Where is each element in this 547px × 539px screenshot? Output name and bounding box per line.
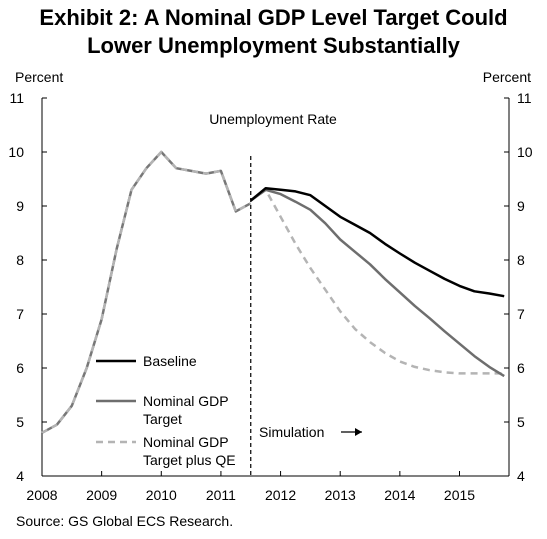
y-tick-label-left: 6 <box>16 360 24 376</box>
x-tick-label: 2008 <box>26 487 57 503</box>
x-tick-label: 2013 <box>325 487 356 503</box>
legend-label: Baseline <box>143 353 197 369</box>
y-tick-label-right: 4 <box>517 468 525 484</box>
x-tick-label: 2009 <box>86 487 117 503</box>
y-axis-label-right: Percent <box>483 69 531 85</box>
legend: Baseline Nominal GDP Target Nominal GDP Targ… <box>96 353 236 468</box>
axis-ticks <box>41 97 509 477</box>
source-note: Source: GS Global ECS Research. <box>16 513 234 529</box>
y-tick-label-right: 5 <box>517 414 525 430</box>
x-tick-label: 2014 <box>384 487 415 503</box>
y-tick-label-left: 5 <box>16 414 24 430</box>
y-tick-label-right: 6 <box>517 360 525 376</box>
y-axis-label-left: Percent <box>15 69 63 85</box>
y-tick-label-left: 10 <box>8 144 24 160</box>
exhibit-title-line1: Exhibit 2: A Nominal GDP Level Target Co… <box>39 5 508 30</box>
series-lines <box>41 150 505 434</box>
x-tick-label: 2012 <box>265 487 296 503</box>
ngdp-target-qe-line <box>249 188 505 375</box>
y-tick-label-left: 7 <box>16 306 24 322</box>
y-tick-label-left: 9 <box>16 198 24 214</box>
legend-label-line2: Target <box>143 411 182 427</box>
plot-frame <box>41 98 510 477</box>
exhibit-title-line2: Lower Unemployment Substantially <box>87 33 460 58</box>
ngdp-target-line <box>249 188 505 378</box>
x-tick-label: 2010 <box>146 487 177 503</box>
y-tick-label-left: 4 <box>16 468 24 484</box>
legend-label-line2: Target plus QE <box>143 452 236 468</box>
legend-label: Nominal GDP <box>143 393 229 409</box>
simulation-label: Simulation <box>259 424 324 440</box>
x-tick-label: 2011 <box>206 487 236 503</box>
y-tick-label-right: 10 <box>517 144 533 160</box>
axis-labels: 4 4 5 5 6 6 7 7 8 8 9 9 10 10 11 11 2008 2009 2010 2011 2012… <box>8 69 532 503</box>
y-tick-label-right: 9 <box>517 198 525 214</box>
y-tick-label-right: 11 <box>517 90 532 106</box>
legend-label: Nominal GDP <box>143 434 229 450</box>
y-tick-label-right: 8 <box>517 252 525 268</box>
y-tick-label-left: 11 <box>9 90 24 106</box>
y-tick-label-left: 8 <box>16 252 24 268</box>
simulation-arrow-head <box>355 428 362 436</box>
annotations: Simulation <box>250 156 362 476</box>
history-line <box>41 150 252 434</box>
history-line-dash-overlay <box>41 150 252 434</box>
x-tick-label: 2015 <box>444 487 475 503</box>
baseline-line <box>249 186 505 298</box>
chart-title: Unemployment Rate <box>209 111 337 127</box>
y-tick-label-right: 7 <box>517 306 525 322</box>
exhibit-title: Exhibit 2: A Nominal GDP Level Target Co… <box>0 4 547 60</box>
